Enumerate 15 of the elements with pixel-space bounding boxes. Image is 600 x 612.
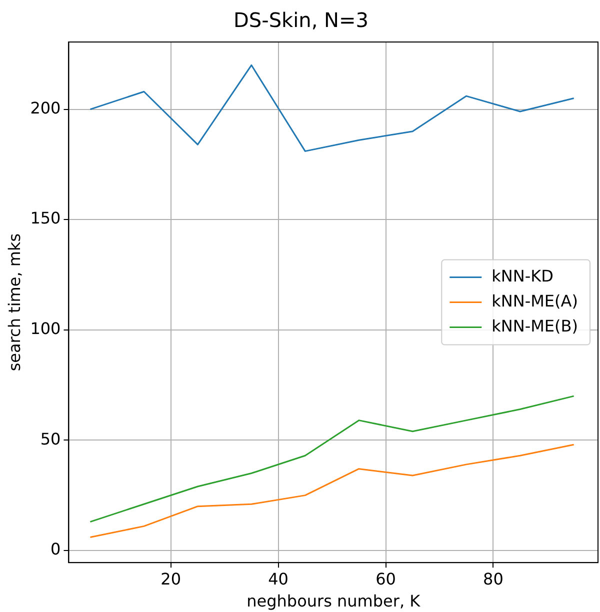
x-tick-label: 20 <box>160 569 182 588</box>
y-tick-label: 100 <box>30 319 61 338</box>
y-tick-label: 150 <box>30 208 61 228</box>
y-tick-label: 200 <box>30 98 61 118</box>
x-tick-label: 80 <box>483 569 504 588</box>
y-tick-label: 50 <box>40 429 61 448</box>
legend-label: kNN-ME(A) <box>492 291 578 310</box>
y-tick-label: 0 <box>50 540 61 559</box>
legend-label: kNN-KD <box>492 266 554 286</box>
x-axis-title: neghbours number, K <box>246 592 421 611</box>
chart-title: DS-Skin, N=3 <box>234 8 368 32</box>
x-tick-label: 40 <box>268 569 288 588</box>
legend-label: kNN-ME(B) <box>492 316 578 336</box>
x-tick-label: 60 <box>376 569 396 588</box>
y-axis-title: search time, mks <box>4 233 24 372</box>
